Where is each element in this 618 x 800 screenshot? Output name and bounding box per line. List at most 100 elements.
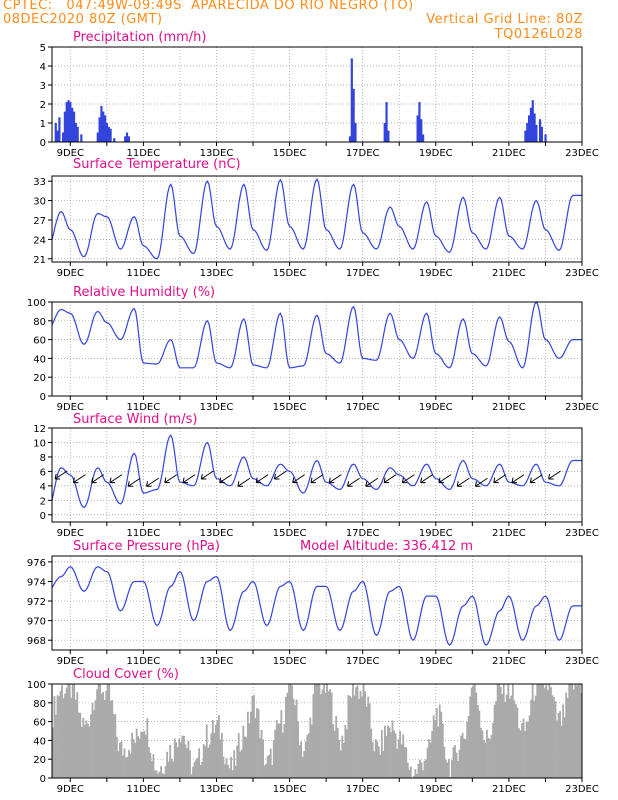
cloud-bar: [280, 710, 283, 778]
cloud-bar: [219, 739, 222, 778]
header-date: 08DEC2020 80Z (GMT): [3, 12, 163, 27]
y-tick-label: 970: [27, 617, 46, 628]
cloud-bar: [510, 695, 513, 778]
cloud-bar: [164, 766, 167, 778]
x-tick-label: 23DEC: [565, 148, 599, 159]
cloud-bar: [143, 730, 146, 778]
cloud-bar: [384, 725, 386, 778]
cloud-bar: [358, 698, 360, 778]
cloud-bar: [228, 768, 231, 778]
wind-arrow-head: [474, 481, 481, 487]
cloud-bar: [213, 733, 216, 778]
wind-arrow-shaft: [493, 474, 507, 484]
precip-bar: [100, 105, 103, 142]
cloud-bar: [289, 684, 292, 778]
cloud-bar: [560, 725, 563, 778]
y-tick-label: 0: [40, 774, 46, 785]
cloud-bar: [195, 759, 197, 778]
wind-arrow-head: [529, 477, 536, 484]
cloud-bar: [362, 684, 365, 778]
cloud-bar: [542, 684, 545, 778]
cloud-bar: [105, 690, 108, 778]
cloud-bar: [52, 727, 54, 778]
cloud-bar: [443, 746, 446, 778]
cloud-bar: [76, 692, 79, 778]
cloud-bar: [271, 765, 274, 778]
cloud-bar: [361, 696, 363, 778]
precip-bar: [96, 132, 99, 142]
y-tick-label: 60: [33, 336, 46, 347]
y-tick-label: 4: [40, 482, 46, 493]
cloud-bar: [260, 729, 263, 778]
cloud-bar: [175, 742, 178, 778]
cloud-bar: [550, 687, 552, 778]
cloud-bar: [112, 713, 115, 778]
cloud-bar: [514, 704, 517, 778]
cloud-bar: [527, 721, 529, 778]
cloud-bar: [198, 748, 201, 778]
x-tick-label: 17DEC: [346, 148, 380, 159]
precip-bar: [67, 100, 70, 142]
wind-arrow-shaft: [310, 474, 324, 484]
cloud-bar: [350, 697, 353, 778]
series-line-4: [51, 566, 582, 646]
wind-arrow-shaft: [548, 470, 561, 480]
wind-arrow-head: [292, 477, 298, 484]
wind-arrow-shaft: [146, 477, 159, 487]
cloud-bar: [543, 688, 546, 778]
x-tick-label: 19DEC: [419, 402, 453, 413]
wind-arrow: [328, 474, 342, 484]
cloud-bar: [245, 737, 248, 778]
precip-bar: [105, 123, 109, 142]
wind-arrow-head: [328, 477, 335, 484]
cloud-bar: [225, 758, 228, 778]
x-tick-label: 17DEC: [346, 656, 380, 667]
cloud-bar: [246, 711, 249, 778]
cloud-bar: [359, 690, 362, 778]
cloud-bar: [155, 770, 158, 778]
y-tick-label: 100: [27, 680, 46, 691]
cloud-bar: [166, 751, 169, 778]
x-tick-label: 13DEC: [200, 656, 234, 667]
cloud-bar: [342, 743, 345, 778]
cloud-bar: [425, 759, 427, 778]
x-tick-label: 17DEC: [346, 402, 380, 413]
precip-bar: [531, 100, 534, 142]
y-tick-label: 5: [40, 43, 46, 54]
wind-arrow-head: [164, 477, 170, 484]
cloud-bar: [327, 691, 330, 778]
cloud-bar: [237, 733, 240, 778]
cloud-bar: [58, 696, 60, 778]
cloud-bar: [460, 735, 462, 778]
cloud-bar: [414, 769, 417, 778]
cloud-bar: [393, 730, 395, 778]
cloud-bar: [417, 763, 420, 778]
y-tick-label: 21: [33, 255, 46, 266]
cloud-bar: [208, 744, 211, 778]
cloud-bar: [91, 702, 94, 778]
wind-arrow: [72, 474, 86, 484]
cloud-bar: [147, 746, 150, 778]
cloud-bar: [347, 695, 350, 778]
cloud-bar: [484, 742, 487, 778]
cloud-bar: [313, 684, 316, 778]
cloud-bar: [100, 693, 103, 778]
x-tick-label: 21DEC: [492, 656, 526, 667]
cloud-bar: [452, 747, 455, 778]
cloud-bar: [123, 748, 126, 778]
cloud-bar: [97, 684, 100, 778]
cloud-bar: [563, 717, 566, 778]
panel-frame: [51, 46, 583, 143]
cloud-bar: [466, 721, 469, 778]
panel-title-0: Precipitation (mm/h): [73, 30, 206, 45]
panel-frame: [51, 301, 583, 397]
y-tick-label: 972: [27, 597, 46, 608]
wind-arrow-shaft: [475, 477, 488, 487]
y-tick-label: 80: [33, 317, 46, 328]
precip-bar: [538, 119, 542, 142]
wind-arrow: [54, 470, 68, 480]
y-tick-label: 0: [40, 392, 46, 403]
precip-bar: [71, 107, 74, 142]
cloud-bar: [530, 699, 533, 778]
cloud-bar: [519, 730, 522, 778]
